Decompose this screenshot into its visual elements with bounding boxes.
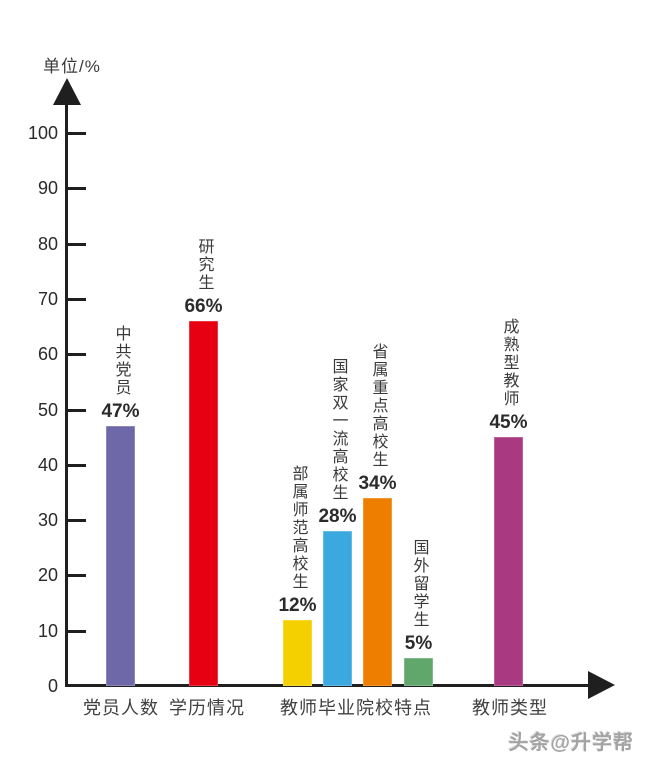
bar-name-label: 省属重点高校生: [369, 343, 387, 469]
bar-name-label: 成熟型教师: [500, 318, 518, 408]
bar-name-label: 国外留学生: [410, 539, 428, 629]
y-axis-tick-label: 10: [37, 620, 58, 641]
y-axis-tick: [66, 463, 86, 467]
y-axis-tick-label: 90: [37, 178, 58, 199]
chart-bar: [106, 426, 135, 686]
y-axis-tick: [66, 408, 86, 412]
chart-bar: [404, 658, 433, 686]
chart-bar: [323, 531, 352, 686]
y-axis-line: [65, 100, 68, 687]
x-axis-category-label: 教师毕业院校特点: [280, 698, 432, 718]
y-axis-tick-label: 100: [27, 123, 58, 143]
bar-value-label: 47%: [101, 401, 140, 422]
y-axis-tick: [66, 297, 86, 301]
chart-bar: [283, 620, 312, 686]
x-axis-category-label: 党员人数: [83, 698, 159, 718]
y-axis-tick: [66, 242, 86, 246]
bar-value-label: 12%: [278, 595, 317, 616]
x-axis-arrow-icon: [588, 671, 615, 699]
y-axis-tick: [66, 519, 86, 523]
bar-value-label: 28%: [318, 506, 357, 527]
bar-value-label: 34%: [358, 473, 397, 494]
y-axis-tick-label: 40: [37, 454, 58, 475]
y-axis-tick-label: 0: [47, 676, 58, 696]
y-axis-tick: [66, 187, 86, 191]
y-axis-tick: [66, 629, 86, 633]
bar-name-label: 部属师范高校生: [289, 465, 307, 591]
y-axis-tick: [66, 353, 86, 357]
chart-bar: [494, 437, 523, 686]
bar-name-label: 中共党员: [112, 325, 130, 397]
y-axis-tick-label: 60: [37, 344, 58, 365]
watermark: 头条@升学帮: [508, 732, 634, 754]
x-axis-category-label: 学历情况: [169, 698, 245, 718]
bar-value-label: 45%: [489, 412, 528, 433]
bar-name-label: 国家双一流高校生: [329, 358, 347, 502]
y-axis-tick-label: 70: [37, 288, 58, 309]
bar-value-label: 66%: [184, 296, 223, 317]
bar-value-label: 5%: [404, 633, 433, 654]
y-axis-tick: [66, 132, 86, 135]
bar-name-label: 研究生: [195, 238, 213, 292]
x-axis-category-label: 教师类型: [472, 698, 548, 718]
y-axis-unit-label: 单位/%: [43, 57, 101, 76]
chart-bar: [363, 498, 392, 686]
y-axis-tick-label: 20: [37, 565, 58, 586]
y-axis-tick: [66, 574, 86, 578]
y-axis-tick-label: 30: [37, 510, 58, 531]
y-axis-tick-label: 80: [37, 233, 58, 254]
y-axis-tick-label: 50: [37, 399, 58, 420]
chart-bar: [189, 321, 218, 686]
